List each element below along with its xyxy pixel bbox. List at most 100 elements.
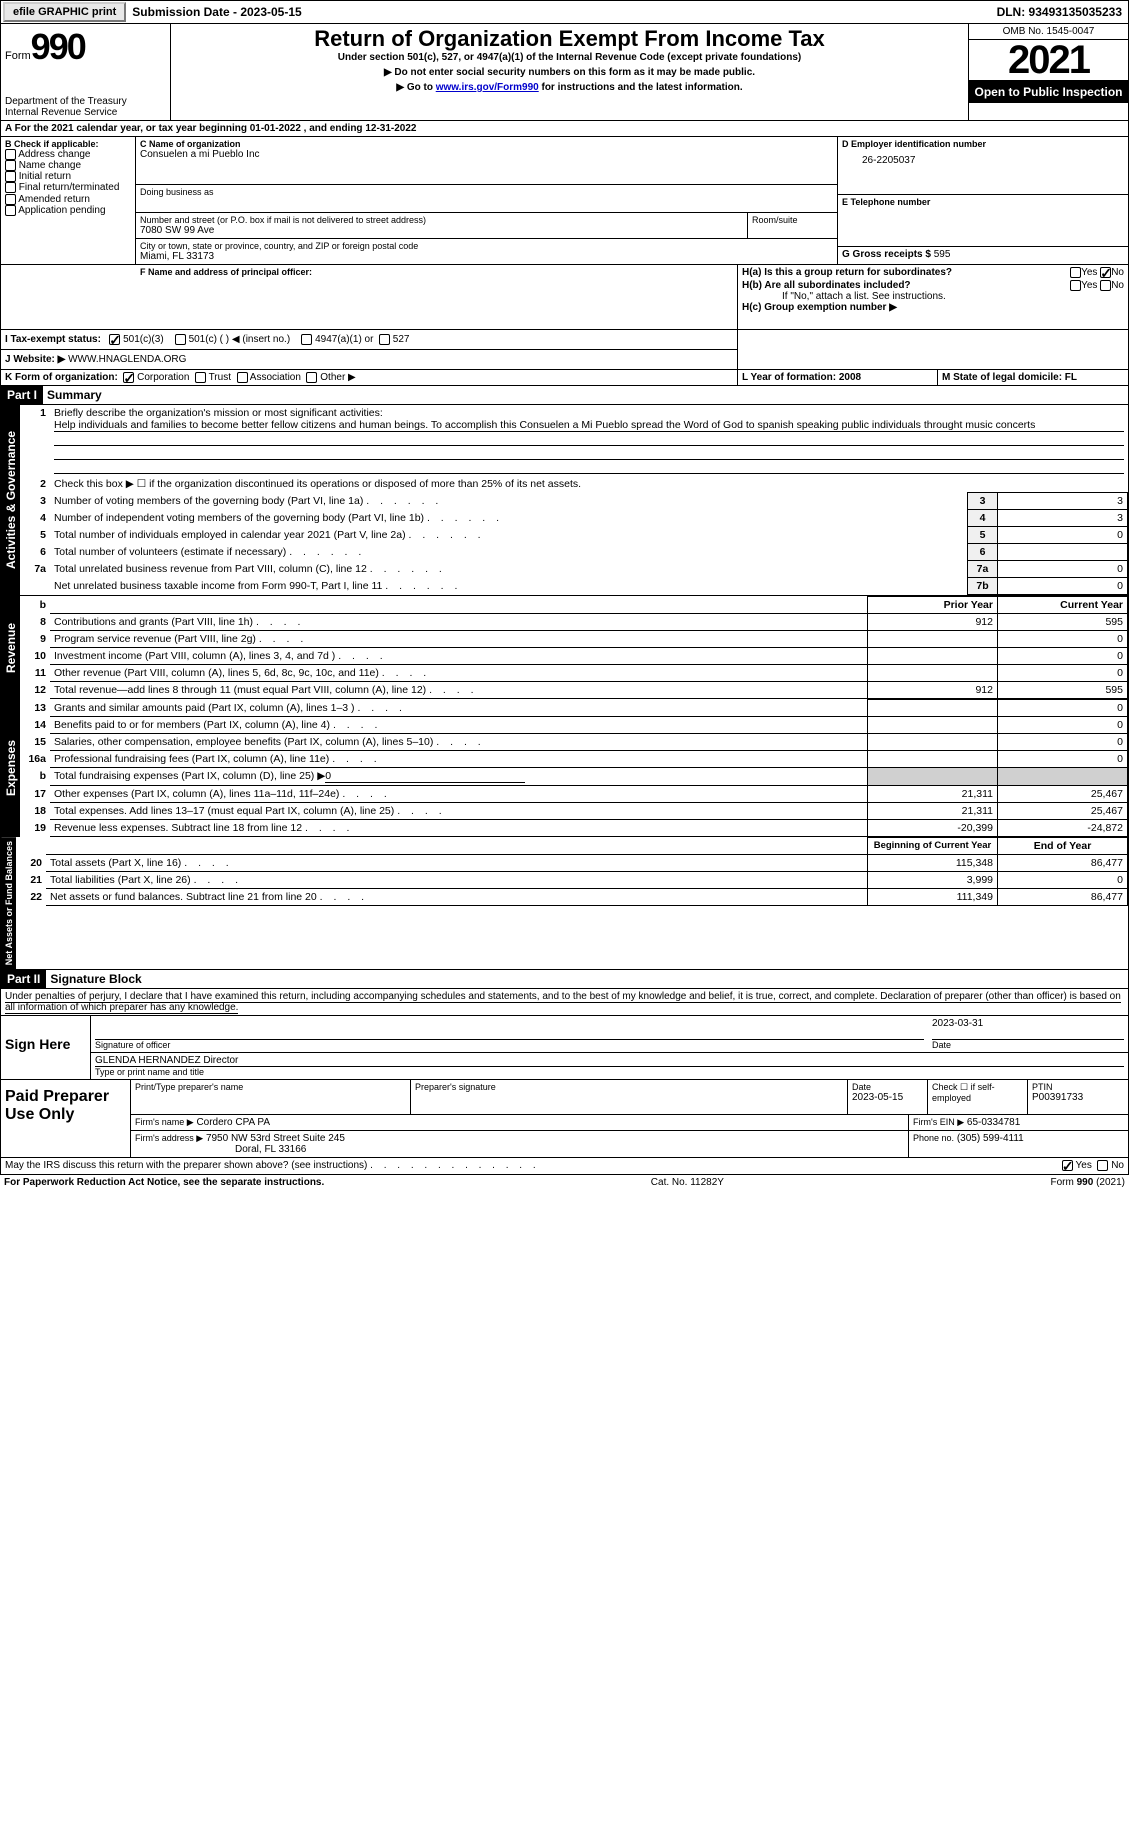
firm-addr1: 7950 NW 53rd Street Suite 245 [206, 1133, 345, 1144]
firm-phone-label: Phone no. [913, 1133, 954, 1143]
part1-header-row: Part I Summary [0, 386, 1129, 405]
mission-label: Briefly describe the organization's miss… [54, 407, 383, 419]
form-header: Form990 Department of the Treasury Inter… [0, 24, 1129, 121]
boxb-checkbox[interactable] [5, 160, 16, 171]
summary-line-row: 4Number of independent voting members of… [20, 510, 1128, 527]
financial-line-row: 18Total expenses. Add lines 13–17 (must … [20, 803, 1128, 820]
boxb-checkbox[interactable] [5, 149, 16, 160]
financial-line-row: 12Total revenue—add lines 8 through 11 (… [20, 682, 1128, 699]
officer-sig-date: 2023-03-31 [932, 1018, 1124, 1040]
efile-print-button[interactable]: efile GRAPHIC print [3, 2, 126, 22]
501c3-checkbox[interactable] [109, 334, 120, 345]
hb-label: H(b) Are all subordinates included? [742, 280, 992, 291]
form-ref: Form 990 (2021) [1051, 1177, 1125, 1188]
financial-line-row: 21Total liabilities (Part X, line 26) . … [16, 872, 1128, 889]
website-value: WWW.HNAGLENDA.ORG [68, 354, 186, 365]
submission-date: Submission Date - 2023-05-15 [126, 5, 307, 19]
ha-yes-checkbox[interactable] [1070, 267, 1081, 278]
financial-line-row: 10Investment income (Part VIII, column (… [20, 648, 1128, 665]
trust-checkbox[interactable] [195, 372, 206, 383]
boxb-checkbox[interactable] [5, 205, 16, 216]
form-org-label: K Form of organization: [5, 372, 118, 383]
financial-line-row: 19Revenue less expenses. Subtract line 1… [20, 820, 1128, 837]
ha-no-checkbox[interactable] [1100, 267, 1111, 278]
begin-year-header: Beginning of Current Year [868, 838, 998, 855]
527-checkbox[interactable] [379, 334, 390, 345]
city-state-zip: Miami, FL 33173 [140, 251, 833, 262]
discuss-yes-checkbox[interactable] [1062, 1160, 1073, 1171]
firm-ein-label: Firm's EIN ▶ [913, 1117, 964, 1127]
net-assets-tab: Net Assets or Fund Balances [1, 837, 16, 969]
revenue-tab: Revenue [1, 596, 20, 699]
financial-line-row: 8Contributions and grants (Part VIII, li… [20, 614, 1128, 631]
financial-line-row: 17Other expenses (Part IX, column (A), l… [20, 786, 1128, 803]
other-checkbox[interactable] [306, 372, 317, 383]
firm-addr2: Doral, FL 33166 [235, 1144, 306, 1155]
4947-checkbox[interactable] [301, 334, 312, 345]
part1-label: Part I [1, 386, 43, 404]
boxb-option: Name change [5, 160, 131, 171]
expenses-tab: Expenses [1, 699, 20, 837]
boxb-option: Initial return [5, 171, 131, 182]
irs-link[interactable]: www.irs.gov/Form990 [436, 82, 539, 93]
cat-no: Cat. No. 11282Y [651, 1177, 724, 1188]
hb-no-checkbox[interactable] [1100, 280, 1111, 291]
corp-checkbox[interactable] [123, 372, 134, 383]
period-row: A For the 2021 calendar year, or tax yea… [0, 121, 1129, 137]
summary-line-row: Net unrelated business taxable income fr… [20, 578, 1128, 595]
pp-self-emp: Check ☐ if self-employed [932, 1082, 1023, 1103]
phone-label: E Telephone number [842, 197, 1124, 207]
officer-label: F Name and address of principal officer: [140, 267, 733, 277]
boxb-option: Address change [5, 149, 131, 160]
street-address: 7080 SW 99 Ave [140, 225, 743, 236]
financial-line-row: 20Total assets (Part X, line 16) . . . .… [16, 855, 1128, 872]
sign-here-block: Sign Here Signature of officer 2023-03-3… [0, 1016, 1129, 1080]
part2-header-row: Part II Signature Block [0, 969, 1129, 989]
state-domicile: M State of legal domicile: FL [942, 372, 1077, 383]
year-formation: L Year of formation: 2008 [742, 372, 861, 383]
hb-yes-checkbox[interactable] [1070, 280, 1081, 291]
501c-checkbox[interactable] [175, 334, 186, 345]
financial-line-row: 15Salaries, other compensation, employee… [20, 734, 1128, 751]
financial-line-row: 11Other revenue (Part VIII, column (A), … [20, 665, 1128, 682]
hc-label: H(c) Group exemption number ▶ [742, 302, 1124, 313]
pp-sig-label: Preparer's signature [415, 1082, 843, 1092]
form-org-row: K Form of organization: Corporation Trus… [0, 370, 1129, 386]
line2-text: Check this box ▶ ☐ if the organization d… [50, 476, 1128, 493]
room-label: Room/suite [752, 215, 833, 225]
firm-addr-label: Firm's address ▶ [135, 1133, 203, 1143]
boxb-checkbox[interactable] [5, 171, 16, 182]
boxb-checkbox[interactable] [5, 182, 16, 193]
expenses-section: Expenses 13Grants and similar amounts pa… [0, 699, 1129, 837]
activities-gov-section: Activities & Governance 1 Briefly descri… [0, 405, 1129, 595]
net-assets-section: Net Assets or Fund Balances Beginning of… [0, 837, 1129, 969]
boxb-option: Final return/terminated [5, 182, 131, 193]
form-title: Return of Organization Exempt From Incom… [175, 26, 964, 52]
form-number: Form990 [5, 26, 166, 68]
boxb-checkbox[interactable] [5, 194, 16, 205]
addr-label: Number and street (or P.O. box if mail i… [140, 215, 743, 225]
part1-title: Summary [43, 388, 102, 402]
revenue-section: Revenue b Prior Year Current Year 8Contr… [0, 595, 1129, 699]
pp-ptin-label: PTIN [1032, 1082, 1124, 1092]
pp-date-label: Date [852, 1082, 923, 1092]
period-end: , and ending 12-31-2022 [304, 123, 417, 134]
assoc-checkbox[interactable] [237, 372, 248, 383]
open-to-public: Open to Public Inspection [969, 81, 1128, 103]
org-name-label: C Name of organization [140, 139, 833, 149]
boxb-option: Application pending [5, 205, 131, 216]
ein-value: 26-2205037 [862, 155, 1124, 166]
firm-name: Cordero CPA PA [196, 1117, 270, 1128]
hb-note: If "No," attach a list. See instructions… [782, 291, 1124, 302]
perjury-declaration: Under penalties of perjury, I declare th… [0, 989, 1129, 1016]
activities-gov-tab: Activities & Governance [1, 405, 20, 595]
firm-ein: 65-0334781 [967, 1117, 1020, 1128]
summary-line-row: 7aTotal unrelated business revenue from … [20, 561, 1128, 578]
irs-label: Internal Revenue Service [5, 107, 166, 118]
ein-label: D Employer identification number [842, 139, 1124, 149]
discuss-no-checkbox[interactable] [1097, 1160, 1108, 1171]
discuss-row: May the IRS discuss this return with the… [0, 1158, 1129, 1174]
website-label: J Website: ▶ [5, 354, 65, 365]
pp-name-label: Print/Type preparer's name [135, 1082, 406, 1092]
subtitle-link-line: ▶ Go to www.irs.gov/Form990 for instruct… [175, 82, 964, 93]
